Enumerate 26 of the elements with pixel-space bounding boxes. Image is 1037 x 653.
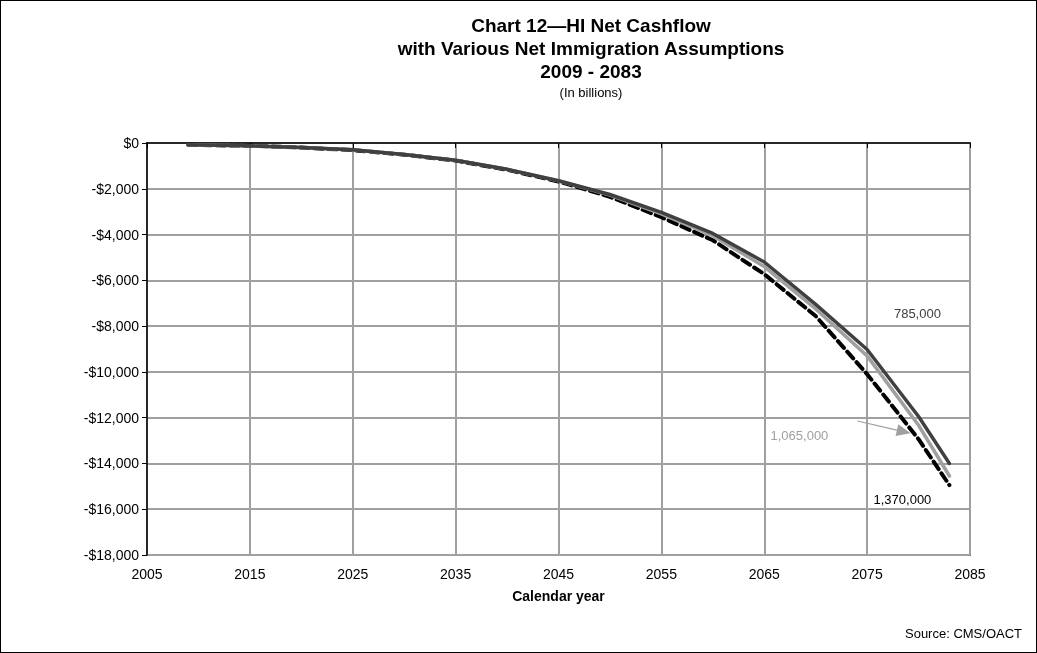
y-tick-label: -$12,000 bbox=[83, 409, 140, 426]
y-tick-label: -$10,000 bbox=[83, 363, 140, 380]
chart-subtitle: (In billions) bbox=[559, 85, 623, 100]
y-tick-label: -$18,000 bbox=[83, 547, 140, 563]
text: 785,000 bbox=[893, 305, 941, 321]
chart-title: Chart 12—HI Net Cashflow with Various Net Immigration Assumptions 2009 - 2083 bbox=[396, 15, 785, 82]
y-tick-label: $0 bbox=[123, 135, 140, 151]
y-tick-label: -$8,000 bbox=[91, 318, 140, 335]
x-tick-label: 2075 bbox=[851, 566, 883, 582]
y-tick-label: -$16,000 bbox=[83, 501, 140, 518]
x-tick-label: 2055 bbox=[645, 566, 678, 582]
x-tick-label: 2065 bbox=[748, 566, 781, 582]
text: 1,065,000 bbox=[770, 427, 829, 443]
y-tick-label: -$4,000 bbox=[91, 226, 140, 243]
x-tick-label: 2005 bbox=[131, 566, 163, 582]
y-tick-label: -$14,000 bbox=[83, 455, 140, 472]
y-tick-label: -$6,000 bbox=[91, 272, 140, 289]
source-note: Source: CMS/OACT bbox=[904, 626, 1023, 641]
series-label: 1,370,000 bbox=[873, 491, 932, 507]
x-tick-label: 2015 bbox=[234, 566, 266, 582]
x-axis-title: Calendar year bbox=[512, 588, 606, 604]
x-tick-label: 2085 bbox=[954, 566, 986, 582]
x-tick-label: 2035 bbox=[440, 566, 472, 582]
x-tick-label: 2045 bbox=[542, 566, 575, 582]
x-tick-label: 2025 bbox=[337, 566, 369, 582]
y-tick-label: -$2,000 bbox=[91, 180, 140, 197]
